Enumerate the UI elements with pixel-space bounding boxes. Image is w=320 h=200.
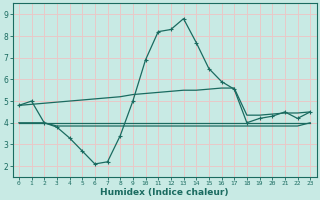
X-axis label: Humidex (Indice chaleur): Humidex (Indice chaleur) bbox=[100, 188, 229, 197]
